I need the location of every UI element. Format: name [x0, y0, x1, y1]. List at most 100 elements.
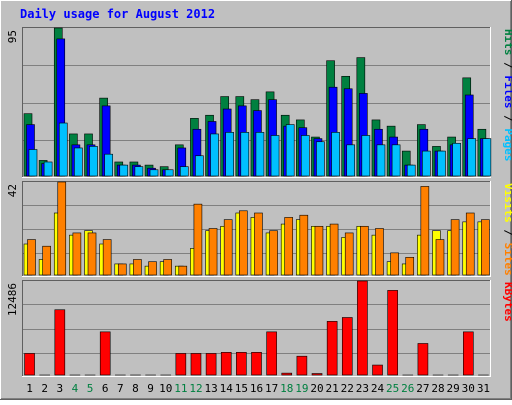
bar-pages-day-19 — [301, 135, 309, 176]
bar-pages-day-2 — [44, 162, 52, 176]
bar-sites-day-14 — [224, 220, 232, 275]
x-tick-label: 15 — [235, 382, 248, 395]
x-tick-label: 6 — [102, 382, 109, 395]
x-tick-label: 7 — [117, 382, 124, 395]
bar-sites-day-5 — [88, 233, 96, 275]
legend-entry: Visits — [502, 183, 512, 223]
bar-sites-day-1 — [28, 240, 36, 275]
x-tick-label: 2 — [41, 382, 48, 395]
x-tick-label: 12 — [189, 382, 202, 395]
bar-kbytes-day-22 — [342, 317, 352, 375]
bar-pages-day-6 — [105, 154, 113, 176]
bar-sites-day-10 — [164, 260, 172, 276]
bar-kbytes-day-18 — [282, 373, 292, 375]
legend-entry: Pages — [502, 128, 512, 161]
bar-sites-day-11 — [179, 266, 187, 275]
bar-kbytes-day-20 — [312, 374, 322, 375]
legend-separator: / — [502, 109, 512, 129]
x-tick-label: 28 — [431, 382, 444, 395]
legend-entry: KBytes — [502, 282, 512, 322]
bar-sites-day-8 — [133, 260, 141, 276]
x-tick-label: 25 — [386, 382, 399, 395]
bar-kbytes-day-27 — [418, 343, 428, 375]
x-tick-label: 9 — [147, 382, 154, 395]
legend-entry: Sites — [502, 243, 512, 276]
bar-sites-day-13 — [209, 229, 217, 276]
bar-pages-day-8 — [135, 167, 143, 176]
x-tick-label: 14 — [220, 382, 234, 395]
x-tick-label: 8 — [132, 382, 139, 395]
x-tick-label: 4 — [72, 382, 79, 395]
x-tick-label: 11 — [174, 382, 187, 395]
bar-pages-day-3 — [59, 123, 67, 176]
bar-pages-day-22 — [347, 145, 355, 176]
bar-pages-day-7 — [120, 165, 128, 176]
x-tick-label: 22 — [341, 382, 354, 395]
bar-pages-day-25 — [392, 145, 400, 176]
x-tick-label: 31 — [477, 382, 490, 395]
x-tick-label: 18 — [280, 382, 293, 395]
legend-separator: / — [502, 223, 512, 243]
x-tick-label: 26 — [401, 382, 414, 395]
bar-kbytes-day-11 — [176, 353, 186, 375]
bar-sites-day-25 — [391, 253, 399, 275]
bar-pages-day-9 — [150, 170, 158, 176]
x-tick-label: 16 — [250, 382, 263, 395]
bar-sites-day-4 — [73, 233, 81, 275]
bar-pages-day-4 — [74, 148, 82, 176]
bar-kbytes-day-24 — [373, 365, 383, 375]
bar-sites-day-30 — [466, 213, 474, 275]
bar-pages-day-21 — [332, 132, 340, 176]
bar-sites-day-15 — [239, 211, 247, 275]
bar-sites-day-24 — [375, 229, 383, 276]
bar-sites-day-20 — [315, 226, 323, 275]
bar-pages-day-1 — [29, 150, 37, 176]
bar-kbytes-day-13 — [206, 353, 216, 375]
panel-visits-sites: 42 Visits / Sites — [6, 181, 512, 277]
x-tick-label: 27 — [416, 382, 429, 395]
bar-kbytes-day-17 — [267, 332, 277, 375]
bar-pages-day-29 — [453, 143, 461, 176]
bar-pages-day-11 — [180, 167, 188, 176]
x-tick-label: 21 — [326, 382, 339, 395]
side-legend-hits-files-pages: Hits / Files / Pages — [502, 29, 512, 162]
bar-sites-day-2 — [43, 246, 51, 275]
x-tick-label: 29 — [447, 382, 460, 395]
bar-kbytes-day-15 — [236, 352, 246, 375]
bar-pages-day-17 — [271, 135, 279, 176]
x-tick-label: 23 — [356, 382, 369, 395]
x-tick-label: 17 — [265, 382, 278, 395]
legend-entry: Files — [502, 75, 512, 108]
bar-sites-day-17 — [270, 231, 278, 275]
bar-kbytes-day-6 — [100, 332, 110, 375]
bar-pages-day-18 — [286, 125, 294, 176]
bar-kbytes-day-19 — [297, 356, 307, 375]
side-legend-visits-sites: Visits / Sites — [502, 183, 512, 276]
max-value-label: 95 — [6, 30, 19, 43]
panel-hits-files-pages: 95 Hits / Files / Pages — [6, 27, 512, 178]
x-tick-label: 30 — [462, 382, 475, 395]
bar-sites-day-9 — [149, 262, 157, 275]
bar-pages-day-27 — [422, 151, 430, 176]
legend-entry: Hits — [502, 29, 512, 56]
max-value-label: 42 — [6, 184, 19, 197]
bar-sites-day-29 — [451, 220, 459, 275]
bar-kbytes-day-16 — [252, 352, 262, 375]
bar-sites-day-6 — [103, 240, 111, 275]
bar-pages-day-23 — [362, 135, 370, 176]
bar-sites-day-7 — [118, 264, 126, 275]
bar-sites-day-28 — [436, 240, 444, 275]
legend-separator: / — [502, 56, 512, 76]
bar-kbytes-day-1 — [25, 353, 35, 375]
chart-title: Daily usage for August 2012 — [20, 7, 215, 21]
bar-pages-day-15 — [241, 132, 249, 176]
bar-pages-day-5 — [90, 146, 98, 176]
bar-sites-day-16 — [254, 213, 262, 275]
bar-kbytes-day-12 — [191, 353, 201, 375]
bar-pages-day-20 — [316, 142, 324, 176]
bar-pages-day-24 — [377, 145, 385, 176]
bar-pages-day-10 — [165, 170, 173, 176]
